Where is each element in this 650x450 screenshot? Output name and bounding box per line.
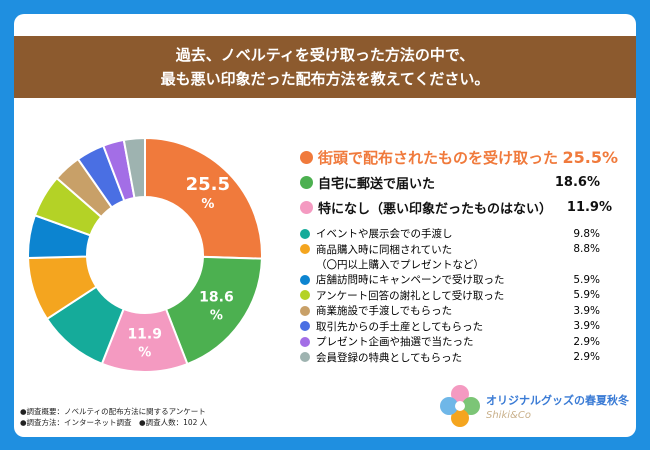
legend-label: 特になし（悪い印象だったものはない） [318,202,553,217]
slice-label: 25.5% [186,174,230,212]
legend: 街頭で配布されたものを受け取った 25.5% 自宅に郵送で届いた 18.6% 特… [300,145,618,366]
legend-value: 3.9% [573,320,600,333]
legend-item: イベントや展示会での手渡し 9.8% [300,226,600,242]
legend-value: 5.9% [573,273,600,286]
legend-value: 11.9% [566,200,613,215]
donut-slice [144,136,263,260]
legend-label: 会員登録の特典としてもらった [316,351,463,364]
legend-item: アンケート回答の謝礼として受け取った 5.9% [300,288,600,304]
donut-slice [164,255,263,366]
legend-label: 街頭で配布されたものを受け取った [318,149,559,167]
legend-value: 25.5% [562,148,619,167]
legend-item: プレゼント企画や抽選で当たった 2.9% [300,334,600,350]
slice-label: 18.6% [199,290,234,324]
legend-swatch [300,176,313,189]
legend-item: 店舗訪問時にキャンペーンで受け取った 5.9% [300,272,600,288]
legend-label: プレゼント企画や抽選で当たった [316,336,474,349]
legend-value: 18.6% [554,175,600,190]
legend-swatch [300,244,310,255]
donut-chart: 25.5 % 18.6 % 11.9% [27,136,263,373]
legend-value: 8.8% [573,243,600,256]
legend-label: イベントや展示会での手渡し [316,228,453,241]
legend-value: 3.9% [573,304,600,317]
legend-swatch [300,336,310,347]
legend-label: 商業施設で手渡しでもらった [316,305,453,318]
legend-swatch [300,151,313,164]
legend-item: 街頭で配布されたものを受け取った 25.5% [300,145,618,170]
chart-card: 過去、ノベルティを受け取った方法の中で、 最も悪い印象だった配布方法を教えてくだ… [14,14,636,437]
legend-value: 9.8% [573,227,600,240]
donut-slice [122,136,146,200]
legend-swatch [300,274,310,285]
legend-swatch [300,321,310,332]
legend-item: 自宅に郵送で届いた 18.6% [300,170,600,195]
legend-swatch [300,201,313,214]
legend-swatch [300,228,310,239]
title-line-1: 過去、ノベルティを受け取った方法の中で、 [175,46,475,64]
legend-swatch [300,290,310,301]
title-line-2: 最も悪い印象だった配布方法を教えてください。 [160,70,490,88]
legend-label: アンケート回答の謝礼として受け取った [316,289,505,302]
legend-item: 取引先からの手土産としてもらった 3.9% [300,319,600,335]
legend-label: 店舗訪問時にキャンペーンで受け取った [316,274,505,287]
title-banner: 過去、ノベルティを受け取った方法の中で、 最も悪い印象だった配布方法を教えてくだ… [14,36,636,98]
legend-value: 5.9% [573,289,600,302]
legend-label: 自宅に郵送で届いた [318,177,436,192]
brand-logo: オリジナルグッズの春夏秋冬 Shiki&Co [438,382,629,432]
legend-label: 商品購入時に同梱されていた [316,243,453,256]
brand-subtitle: Shiki&Co [486,410,531,421]
slice-label: 11.9% [127,326,162,360]
legend-value: 2.9% [573,335,600,348]
legend-item: 商品購入時に同梱されていた 8.8% [300,242,600,258]
legend-swatch [300,305,310,316]
brand-name: オリジナルグッズの春夏秋冬 [486,394,629,407]
survey-note-1: ●調査概要：ノベルティの配布方法に関するアンケート [20,407,206,416]
legend-label: 取引先からの手土産としてもらった [316,320,484,333]
legend-item: 商業施設で手渡しでもらった 3.9% [300,303,600,319]
survey-note-2: ●調査方法：インターネット調査 ●調査人数：102 人 [20,418,208,427]
survey-notes: ●調査概要：ノベルティの配布方法に関するアンケート ●調査方法：インターネット調… [20,406,207,428]
legend-value: 2.9% [573,351,600,364]
legend-item: 会員登録の特典としてもらった 2.9% [300,350,600,366]
flower-logo-icon [440,385,480,427]
legend-sublabel: （〇円以上購入でプレゼントなど） [316,259,484,271]
legend-item: 特になし（悪い印象だったものはない） 11.9% [300,195,612,220]
legend-swatch [300,352,310,363]
